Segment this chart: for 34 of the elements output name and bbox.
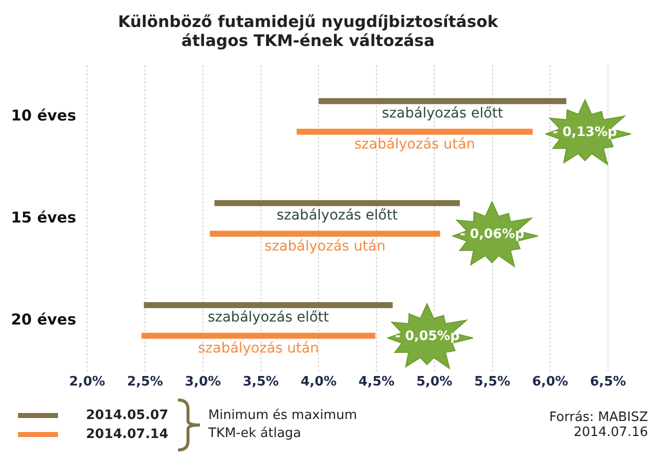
x-tick-label: 3,5%: [242, 374, 279, 390]
x-tick-label: 5,0%: [416, 374, 452, 390]
legend-label: 2014.05.07: [86, 408, 168, 423]
bar: [214, 200, 460, 206]
annotation: - 0,06%p: [458, 226, 526, 242]
text: Forrás: MABISZ: [549, 410, 648, 425]
annotation: szabályozás előtt: [276, 208, 398, 224]
x-tick-label: 2,5%: [126, 374, 164, 390]
x-tick-label: 6,5%: [590, 374, 626, 390]
annotation: szabályozás után: [354, 136, 476, 152]
y-tick-label: 15 éves: [10, 208, 76, 226]
x-tick-label: 4,5%: [358, 374, 395, 390]
annotation: szabályozás előtt: [382, 106, 504, 122]
annotation: szabályozás után: [264, 238, 386, 254]
annotation: - 0,05%p: [394, 328, 460, 344]
bar: [318, 98, 566, 104]
bar: [210, 230, 440, 237]
x-tick-label: 3,0%: [184, 374, 221, 390]
text: 2014.07.16: [572, 425, 648, 440]
x-tick-label: 6,0%: [532, 374, 568, 390]
annotation: szabályozás előtt: [208, 310, 330, 326]
x-tick-label: 5,5%: [474, 374, 510, 390]
chart-title: Különböző futamidejű nyugdíjbiztosítások átlagos TKM-ének változása: [118, 12, 498, 50]
bar: [296, 128, 533, 135]
y-tick-label: 20 éves: [10, 310, 76, 328]
legend-title: Minimum és maximum TKM-ek átlaga: [208, 407, 358, 443]
x-tick-label: 4,0%: [300, 374, 337, 390]
annotation: - 0,13%p: [552, 124, 618, 140]
y-tick-label: 10 éves: [10, 106, 76, 124]
annotation: szabályozás után: [198, 340, 319, 356]
x-tick-label: 2,0%: [69, 374, 106, 390]
bar: [144, 302, 393, 308]
legend-label: 2014.07.14: [86, 427, 168, 442]
bar: [142, 332, 376, 339]
